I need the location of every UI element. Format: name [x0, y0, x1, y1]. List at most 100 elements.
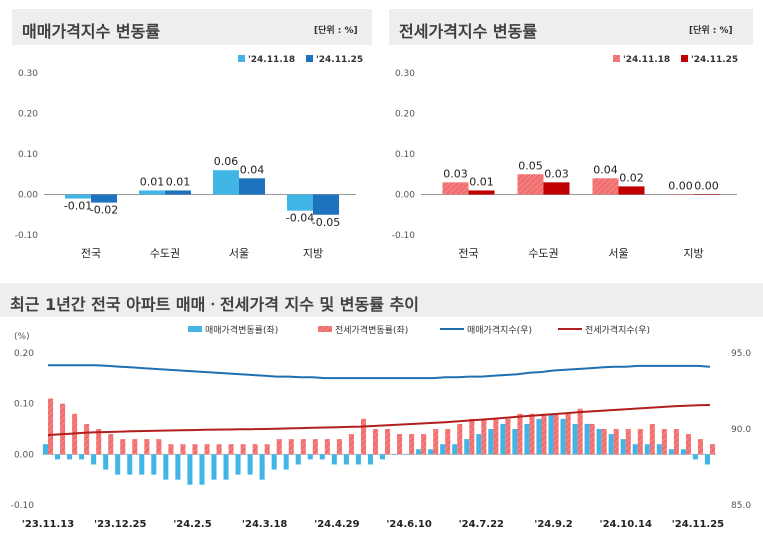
rent-change-bar	[445, 429, 451, 455]
sale-change-bar	[91, 454, 97, 465]
sale-change-chart: 0.30 0.20 0.10 0.00 -0.10 '24.11.18 '24.11.25 -…	[15, 55, 363, 260]
sale-change-bar	[355, 454, 361, 465]
rent-change-bar	[96, 429, 102, 455]
rent-change-bar	[493, 418, 499, 455]
rent-change-bar	[673, 429, 679, 455]
x-tick-label: '24.4.29	[314, 519, 359, 530]
rent-change-bar	[84, 423, 90, 455]
sale-change-bar	[211, 454, 217, 480]
left-unit-label: (%)	[14, 332, 30, 342]
bar-value-label: 0.01	[166, 175, 191, 188]
sale-change-bar	[295, 454, 301, 465]
right-tick-label: 85.0	[731, 501, 751, 511]
sale-change-bar	[416, 449, 422, 455]
sale-change-bar	[307, 454, 313, 460]
bar-value-label: -0.04	[286, 212, 314, 225]
sale-change-bar	[151, 454, 157, 475]
x-tick-label: '24.10.14	[600, 519, 652, 530]
rent-change-bar	[589, 423, 595, 455]
bar	[543, 182, 570, 195]
sale-change-bar	[608, 434, 614, 455]
x-category-label: 수도권	[150, 247, 180, 260]
bar	[65, 194, 91, 199]
sale-change-bar	[692, 454, 698, 460]
rent-change-bar	[180, 444, 186, 455]
rent-change-bar	[372, 429, 379, 455]
y-tick-label: 0.30	[18, 69, 38, 79]
bar-value-label: 0.04	[240, 163, 265, 176]
sale-change-panel: 매매가격지수 변동률 [단위 : %] 0.30 0.20 0.10 0.00 -0.1…	[12, 9, 372, 271]
legend-swatch	[318, 326, 332, 332]
rent-change-bar	[252, 444, 258, 455]
rent-change-bar	[48, 398, 54, 455]
x-tick-label: '23.12.25	[94, 519, 146, 530]
rent-change-bar	[156, 439, 162, 455]
rent-change-bar	[300, 439, 306, 455]
rent-change-bar	[276, 439, 282, 455]
sale-change-bar	[391, 454, 398, 455]
x-category-label: 수도권	[528, 247, 558, 260]
sale-change-bar	[199, 454, 205, 485]
legend-swatch	[238, 55, 245, 62]
sale-change-bar	[632, 444, 638, 455]
rent-change-bar	[433, 429, 439, 455]
y-tick-label: 0.10	[395, 150, 415, 160]
rent-change-bar	[108, 434, 114, 455]
rent-change-bar	[577, 408, 583, 455]
bar	[287, 194, 313, 211]
sale-change-header: 매매가격지수 변동률 [단위 : %]	[12, 9, 372, 45]
sale-change-bar	[139, 454, 145, 475]
sale-change-unit: [단위 : %]	[314, 26, 358, 36]
x-category-label: 전국	[81, 247, 101, 260]
left-tick-label: 0.00	[14, 450, 34, 460]
sale-change-bar	[103, 454, 109, 470]
rent-change-bar	[505, 418, 511, 455]
bar	[213, 170, 239, 195]
rent-change-bar	[228, 444, 234, 455]
bar	[442, 182, 469, 195]
sale-change-bar	[247, 454, 253, 475]
rent-change-bar	[385, 429, 391, 455]
bar	[517, 174, 544, 195]
bar-value-label: -0.02	[90, 204, 118, 217]
legend-swatch	[188, 326, 202, 332]
rent-change-bar	[601, 429, 607, 455]
right-tick-label: 95.0	[731, 349, 751, 359]
legend-label: 전세가격지수(우)	[585, 324, 650, 336]
bar-value-label: 0.01	[469, 175, 494, 188]
rent-change-panel: 전세가격지수 변동률 [단위 : %] 0.30 0.20 0.10 0.00 -0.1…	[389, 9, 753, 271]
sale-change-bar	[175, 454, 181, 480]
bar	[239, 178, 265, 195]
rent-change-bar	[204, 444, 210, 455]
sale-change-bar	[271, 454, 277, 470]
y-tick-label: -0.10	[15, 231, 39, 241]
sale-change-bar	[680, 449, 686, 455]
sale-change-bar	[440, 444, 446, 455]
rent-change-bar	[132, 439, 138, 455]
rent-change-bar	[697, 439, 704, 455]
sale-change-bar	[488, 429, 494, 455]
sale-change-bar	[283, 454, 289, 470]
sale-change-bar	[644, 444, 650, 455]
sale-change-bar	[548, 413, 554, 455]
sale-change-bar	[67, 454, 73, 460]
rent-change-chart: 0.30 0.20 0.10 0.00 -0.10 '24.11.18 '24.11.25 0…	[392, 55, 738, 260]
rent-index-line	[47, 404, 711, 437]
bar	[693, 194, 720, 195]
legend-label: 전세가격변동률(좌)	[335, 324, 408, 336]
rent-change-bar	[685, 434, 691, 455]
y-tick-label: 0.30	[395, 69, 415, 79]
rent-change-bar	[637, 429, 643, 455]
y-tick-label: 0.20	[395, 110, 415, 120]
bar	[165, 190, 191, 195]
sale-change-title: 매매가격지수 변동률	[22, 22, 161, 41]
rent-change-bar	[553, 413, 559, 455]
y-tick-label: -0.10	[392, 231, 416, 241]
x-category-label: 지방	[303, 247, 323, 260]
rent-change-bar	[421, 434, 427, 455]
x-tick-label: '24.2.5	[173, 519, 212, 530]
bar	[592, 178, 619, 195]
sale-change-bar	[560, 418, 566, 455]
sale-change-bar	[54, 454, 61, 460]
bar-value-label: 0.02	[619, 171, 644, 184]
